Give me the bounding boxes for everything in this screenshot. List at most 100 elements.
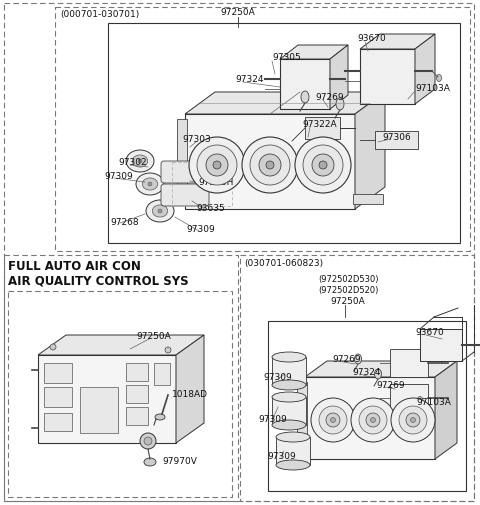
Bar bbox=[177, 120, 187, 205]
Circle shape bbox=[399, 406, 427, 434]
Ellipse shape bbox=[272, 420, 306, 430]
Bar bbox=[108, 24, 460, 243]
Text: FULL AUTO AIR CON: FULL AUTO AIR CON bbox=[8, 260, 141, 273]
Circle shape bbox=[366, 413, 380, 427]
Text: 97250A: 97250A bbox=[136, 331, 171, 340]
Bar bbox=[44, 413, 72, 431]
Ellipse shape bbox=[272, 352, 306, 362]
Text: 97303: 97303 bbox=[182, 135, 211, 144]
Circle shape bbox=[359, 406, 387, 434]
Text: (000701-030701): (000701-030701) bbox=[60, 10, 139, 19]
Bar bbox=[305, 377, 435, 459]
Text: (972502D520): (972502D520) bbox=[318, 285, 378, 294]
Text: 97306: 97306 bbox=[382, 133, 411, 142]
Circle shape bbox=[50, 344, 56, 350]
Bar bbox=[305, 118, 340, 140]
Bar bbox=[353, 194, 383, 205]
Text: (972502D530): (972502D530) bbox=[318, 274, 379, 283]
Text: 97253H: 97253H bbox=[198, 178, 233, 187]
Ellipse shape bbox=[132, 156, 148, 168]
Circle shape bbox=[165, 347, 171, 354]
Circle shape bbox=[371, 418, 375, 423]
Text: 97309: 97309 bbox=[186, 225, 215, 233]
Circle shape bbox=[158, 210, 162, 214]
Circle shape bbox=[206, 155, 228, 177]
Circle shape bbox=[144, 437, 152, 445]
Polygon shape bbox=[185, 93, 385, 115]
Polygon shape bbox=[176, 335, 204, 443]
Circle shape bbox=[319, 162, 327, 170]
Text: 97309: 97309 bbox=[263, 372, 292, 381]
Bar bbox=[390, 384, 428, 412]
Circle shape bbox=[148, 183, 152, 187]
Text: 97103A: 97103A bbox=[416, 397, 451, 406]
Ellipse shape bbox=[126, 150, 154, 173]
Text: 97302: 97302 bbox=[118, 158, 146, 167]
Circle shape bbox=[295, 138, 351, 193]
Polygon shape bbox=[38, 335, 204, 356]
Circle shape bbox=[311, 398, 355, 442]
Ellipse shape bbox=[276, 432, 310, 442]
Text: 97250A: 97250A bbox=[221, 8, 255, 17]
Circle shape bbox=[266, 162, 274, 170]
FancyBboxPatch shape bbox=[161, 162, 209, 184]
Bar bbox=[8, 291, 232, 497]
Bar bbox=[297, 382, 307, 454]
Bar bbox=[272, 397, 306, 425]
Circle shape bbox=[242, 138, 298, 193]
Text: 97103A: 97103A bbox=[415, 84, 450, 93]
Circle shape bbox=[303, 146, 343, 186]
Text: (030701-060823): (030701-060823) bbox=[244, 259, 323, 268]
Text: 97269: 97269 bbox=[332, 355, 360, 363]
Circle shape bbox=[189, 138, 245, 193]
Bar bbox=[154, 363, 170, 385]
Text: 97324: 97324 bbox=[235, 75, 264, 84]
Text: 97268: 97268 bbox=[110, 218, 139, 227]
Bar bbox=[55, 8, 470, 251]
Circle shape bbox=[326, 413, 340, 427]
Polygon shape bbox=[360, 35, 435, 50]
Text: 97250A: 97250A bbox=[330, 296, 365, 306]
Circle shape bbox=[213, 162, 221, 170]
Ellipse shape bbox=[301, 92, 309, 104]
Text: 97309: 97309 bbox=[258, 414, 287, 423]
Ellipse shape bbox=[276, 460, 310, 470]
Polygon shape bbox=[305, 361, 457, 377]
Circle shape bbox=[250, 146, 290, 186]
Circle shape bbox=[259, 155, 281, 177]
Bar bbox=[420, 329, 462, 361]
Circle shape bbox=[312, 155, 334, 177]
Bar bbox=[375, 132, 418, 149]
Ellipse shape bbox=[136, 174, 164, 195]
Circle shape bbox=[406, 413, 420, 427]
Text: 97970V: 97970V bbox=[162, 456, 197, 465]
Bar bbox=[38, 356, 176, 443]
Polygon shape bbox=[435, 361, 457, 459]
Bar bbox=[126, 363, 148, 381]
Circle shape bbox=[351, 398, 395, 442]
Ellipse shape bbox=[272, 380, 306, 390]
Circle shape bbox=[410, 418, 416, 423]
Bar bbox=[126, 407, 148, 425]
Text: 97309: 97309 bbox=[267, 451, 296, 460]
Text: 97305: 97305 bbox=[272, 53, 301, 62]
Text: 97324: 97324 bbox=[352, 367, 381, 376]
Ellipse shape bbox=[417, 397, 423, 406]
Text: 97309: 97309 bbox=[104, 172, 133, 181]
Ellipse shape bbox=[436, 75, 442, 82]
Ellipse shape bbox=[144, 458, 156, 466]
Text: 97269: 97269 bbox=[315, 93, 344, 102]
Bar bbox=[240, 256, 474, 501]
Ellipse shape bbox=[355, 355, 361, 364]
Text: 97322A: 97322A bbox=[302, 120, 336, 129]
Circle shape bbox=[140, 433, 156, 449]
Text: 93670: 93670 bbox=[357, 34, 386, 43]
Polygon shape bbox=[280, 46, 348, 60]
Bar bbox=[4, 256, 238, 501]
Ellipse shape bbox=[146, 200, 174, 223]
Text: 97269: 97269 bbox=[376, 380, 405, 389]
Circle shape bbox=[391, 398, 435, 442]
Bar bbox=[280, 60, 330, 110]
Bar bbox=[185, 115, 355, 210]
Circle shape bbox=[319, 406, 347, 434]
